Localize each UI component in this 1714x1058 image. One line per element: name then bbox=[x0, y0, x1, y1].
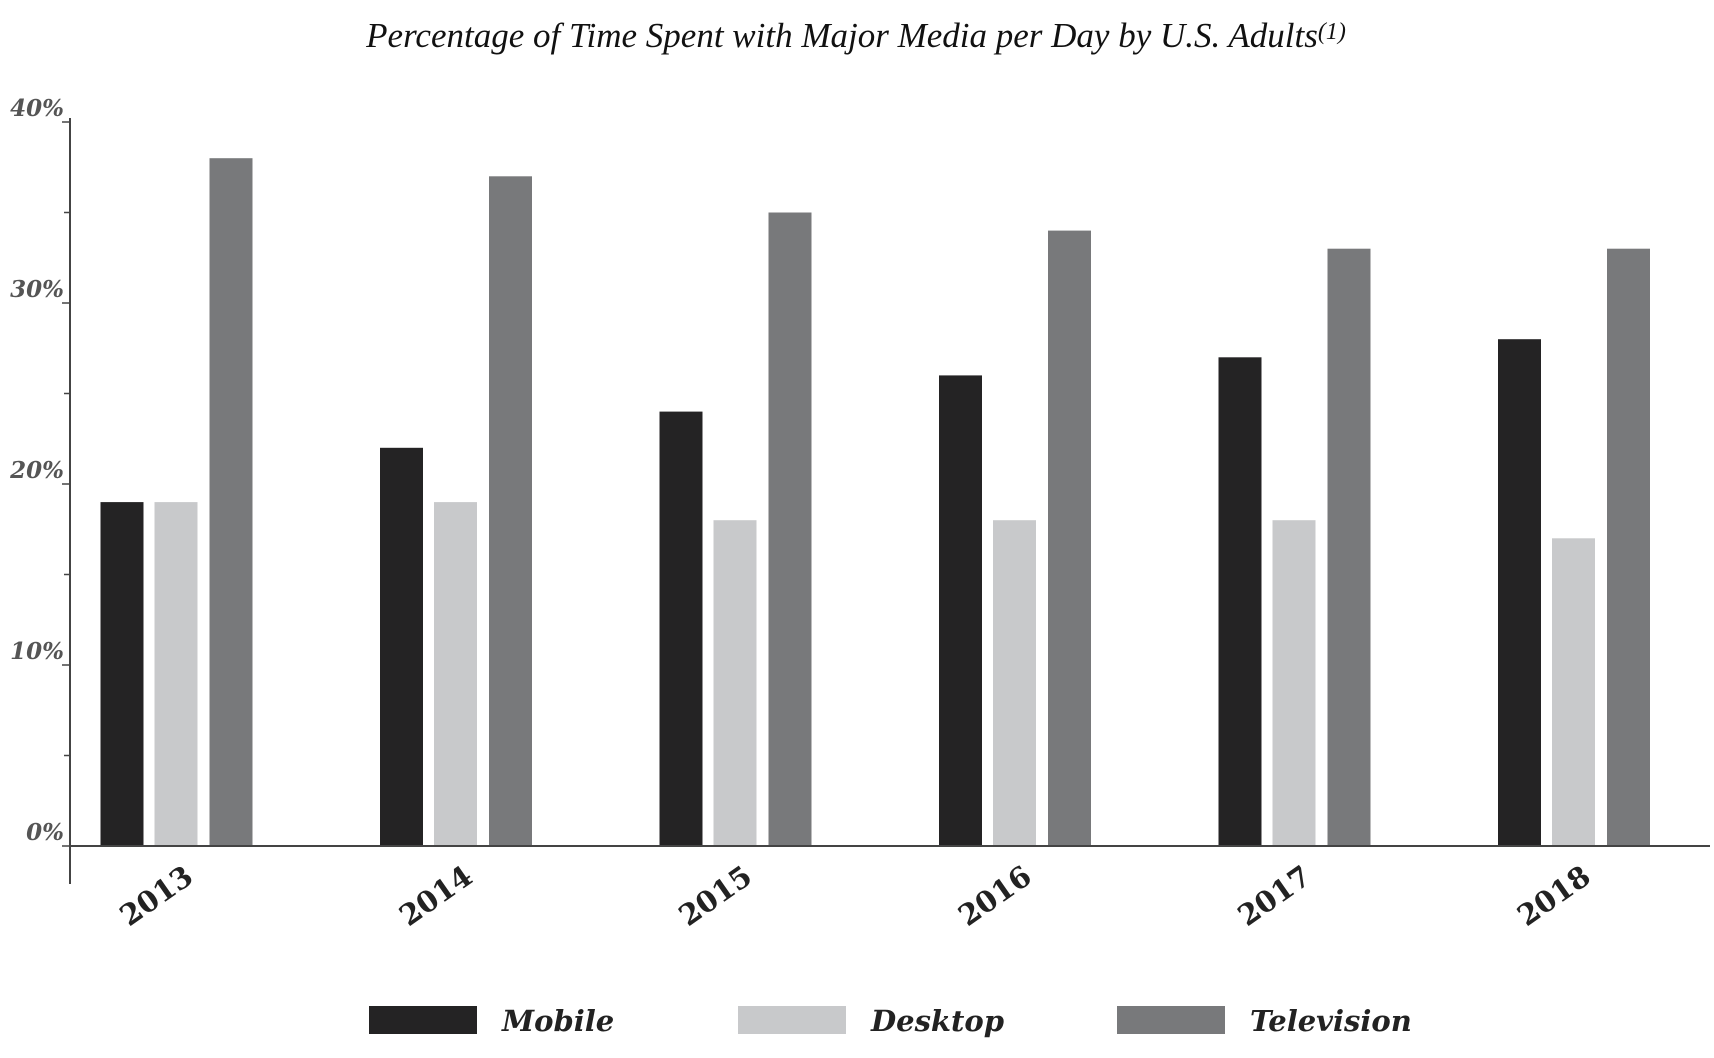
bar-mobile-2016 bbox=[939, 375, 982, 846]
bar-desktop-2013 bbox=[154, 502, 198, 846]
bar-mobile-2018 bbox=[1498, 339, 1541, 846]
y-tick-label-10: 10% bbox=[10, 638, 64, 665]
chart-title-footnote: (1) bbox=[1318, 19, 1346, 45]
x-tick-label-2015: 2015 bbox=[672, 859, 758, 933]
bar-desktop-2016 bbox=[993, 520, 1036, 846]
bar-television-2013 bbox=[209, 158, 253, 846]
axes: 2013 2014 2015 2016 2017 2018 0% 10% 20% 30% 40% bbox=[9, 95, 1710, 933]
bar-mobile-2017 bbox=[1218, 357, 1262, 846]
x-tick-label-2017: 2017 bbox=[1231, 859, 1317, 933]
bar-desktop-2015 bbox=[713, 520, 757, 846]
bar-television-2015 bbox=[768, 212, 812, 846]
bar-television-2014 bbox=[489, 176, 532, 847]
bar-mobile-2014 bbox=[380, 447, 423, 846]
bar-television-2016 bbox=[1048, 230, 1091, 847]
bar-desktop-2017 bbox=[1272, 520, 1316, 846]
y-tick-label-0: 0% bbox=[26, 819, 64, 846]
bar-desktop-2018 bbox=[1552, 538, 1595, 846]
y-tick-label-30: 30% bbox=[10, 276, 64, 303]
bars-layer bbox=[100, 158, 1650, 847]
bar-desktop-2014 bbox=[434, 502, 477, 846]
legend-swatch-desktop bbox=[738, 1006, 846, 1034]
legend-swatch-television bbox=[1117, 1006, 1225, 1034]
x-tick-label-2016: 2016 bbox=[952, 859, 1038, 933]
legend-label-desktop: Desktop bbox=[870, 1004, 1004, 1038]
bar-mobile-2015 bbox=[659, 411, 703, 846]
x-tick-label-2013: 2013 bbox=[113, 859, 199, 933]
legend-label-television: Television bbox=[1250, 1004, 1412, 1038]
y-tick-label-40: 40% bbox=[10, 95, 64, 122]
legend-swatch-mobile bbox=[369, 1006, 477, 1034]
legend-label-mobile: Mobile bbox=[501, 1004, 614, 1038]
chart-title-text: Percentage of Time Spent with Major Medi… bbox=[365, 16, 1318, 55]
y-tick-label-20: 20% bbox=[9, 457, 64, 484]
x-tick-label-2014: 2014 bbox=[393, 859, 479, 933]
bar-television-2017 bbox=[1327, 248, 1371, 846]
x-tick-label-2018: 2018 bbox=[1511, 859, 1597, 933]
chart-title: Percentage of Time Spent with Major Medi… bbox=[365, 16, 1346, 55]
legend: Mobile Desktop Television bbox=[369, 1004, 1412, 1038]
bar-television-2018 bbox=[1607, 248, 1650, 846]
bar-mobile-2013 bbox=[100, 502, 144, 846]
